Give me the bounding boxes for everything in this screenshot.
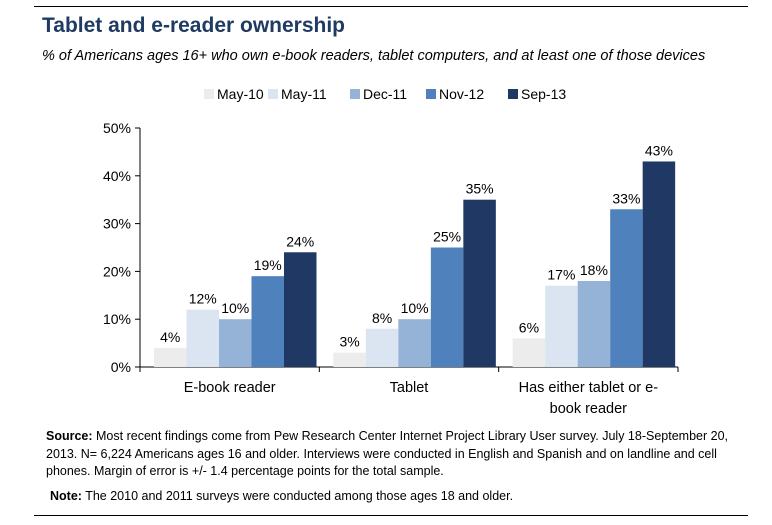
- y-tick-label: 40%: [103, 168, 131, 184]
- bar-value-label: 17%: [547, 267, 575, 283]
- footnote: Note: The 2010 and 2011 surveys were con…: [50, 489, 513, 503]
- bar: [365, 328, 399, 367]
- bar: [512, 338, 546, 367]
- bar-value-label: 10%: [221, 300, 249, 316]
- x-category-label: book reader: [550, 401, 628, 417]
- x-category-label: Tablet: [390, 380, 429, 396]
- bar-value-label: 19%: [254, 257, 282, 273]
- legend-swatch: [268, 89, 278, 99]
- source-label: Source:: [46, 429, 93, 443]
- bar-value-label: 10%: [401, 300, 429, 316]
- bar-value-label: 6%: [519, 319, 539, 335]
- bar-value-label: 24%: [286, 233, 314, 249]
- y-tick-label: 10%: [103, 311, 131, 327]
- bar: [186, 309, 219, 367]
- bar-value-label: 4%: [160, 329, 180, 345]
- bar: [398, 319, 431, 367]
- bottom-rule: [34, 515, 748, 516]
- legend-swatch: [204, 89, 214, 99]
- source-note: Source: Most recent findings come from P…: [46, 428, 746, 481]
- bar: [333, 352, 366, 367]
- bar-value-label: 33%: [612, 190, 640, 206]
- top-rule: [34, 6, 748, 7]
- x-category-label: Has either tablet or e-: [519, 380, 659, 396]
- legend-label: Nov-12: [439, 86, 484, 102]
- bar: [463, 199, 496, 367]
- y-tick-label: 20%: [103, 263, 131, 279]
- bar-value-label: 3%: [339, 334, 359, 350]
- bar-value-label: 18%: [580, 262, 608, 278]
- legend-swatch: [426, 89, 436, 99]
- legend-swatch: [350, 89, 360, 99]
- bar: [430, 247, 464, 367]
- bar: [284, 252, 317, 367]
- chart-subtitle: % of Americans ages 16+ who own e-book r…: [42, 48, 706, 64]
- bar-value-label: 43%: [645, 142, 673, 158]
- bar: [642, 161, 676, 367]
- bar: [251, 276, 284, 367]
- chart-title: Tablet and e-reader ownership: [42, 14, 346, 37]
- y-tick-label: 30%: [103, 216, 131, 232]
- y-tick-label: 0%: [111, 359, 131, 375]
- x-category-label: E-book reader: [184, 380, 276, 396]
- legend-label: Dec-11: [363, 86, 407, 102]
- bar: [545, 285, 578, 367]
- source-text: Most recent findings come from Pew Resea…: [46, 429, 728, 478]
- legend-label: May-10: [217, 86, 264, 102]
- legend-label: May-11: [281, 86, 327, 102]
- bar: [219, 319, 252, 367]
- bar-value-label: 12%: [189, 291, 217, 307]
- bar: [577, 280, 611, 367]
- bar: [610, 209, 643, 367]
- y-tick-label: 50%: [103, 120, 131, 136]
- legend-label: Sep-13: [521, 86, 566, 102]
- bar-value-label: 25%: [433, 229, 461, 245]
- bar-value-label: 35%: [466, 181, 494, 197]
- bar-chart: May-10 May-11 Dec-11 Nov-12 Sep-13 0% 10% 20% 30…: [103, 86, 679, 417]
- legend-swatch: [508, 89, 518, 99]
- note-text: The 2010 and 2011 surveys were conducted…: [81, 489, 514, 503]
- bar: [154, 347, 187, 367]
- note-label: Note:: [50, 489, 82, 503]
- bar-value-label: 8%: [372, 310, 392, 326]
